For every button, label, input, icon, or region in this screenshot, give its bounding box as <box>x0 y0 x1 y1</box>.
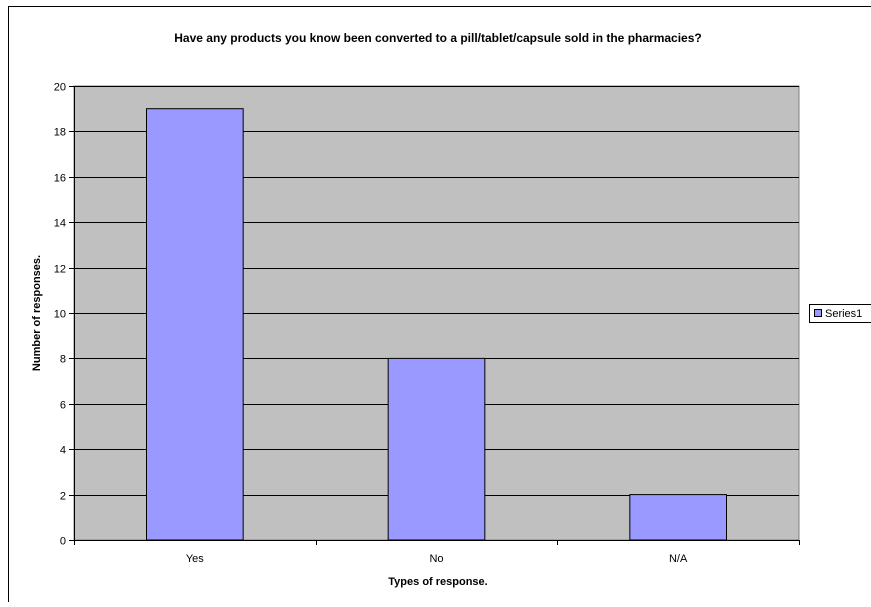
y-tick-label: 16 <box>54 173 66 185</box>
y-tick-label: 10 <box>54 309 66 321</box>
y-tick-label: 6 <box>60 400 66 412</box>
y-axis-label: Number of responses. <box>31 255 43 371</box>
x-axis-label: Types of response. <box>388 576 487 588</box>
legend-label-series1: Series1 <box>825 308 862 320</box>
y-tick-label: 14 <box>54 218 66 230</box>
bar-no <box>388 358 485 540</box>
x-tick-label: Yes <box>186 553 204 565</box>
y-tick-label: 2 <box>60 491 66 503</box>
y-tick-label: 20 <box>54 82 66 94</box>
y-tick-label: 12 <box>54 264 66 276</box>
y-tick-label: 8 <box>60 354 66 366</box>
x-tick-label: No <box>429 553 443 565</box>
chart-title: Have any products you know been converte… <box>174 31 701 45</box>
bar-n-a <box>630 495 727 540</box>
legend: Series1 <box>810 305 871 323</box>
bar-yes <box>147 109 244 540</box>
y-tick-label: 18 <box>54 127 66 139</box>
y-tick-label: 0 <box>60 536 66 548</box>
x-tick-label: N/A <box>669 553 688 565</box>
legend-swatch-series1 <box>815 310 822 317</box>
y-tick-label: 4 <box>60 445 66 457</box>
